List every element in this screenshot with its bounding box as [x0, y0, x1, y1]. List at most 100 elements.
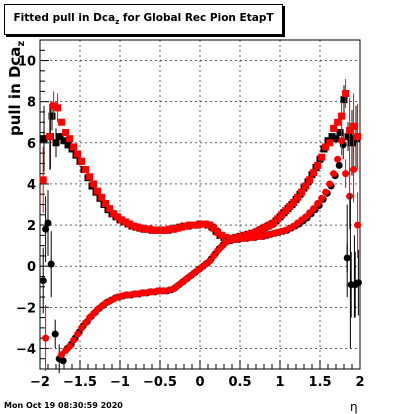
data-point-square [74, 150, 82, 158]
data-point-square [194, 221, 202, 229]
data-point-circle [210, 252, 218, 260]
data-point-square [70, 143, 78, 151]
data-point-square [338, 112, 346, 120]
y-tick-label: 6 [27, 137, 36, 152]
data-point-square [346, 126, 354, 134]
data-point-square [178, 223, 186, 231]
data-point-square [250, 229, 258, 237]
x-tick-label: 0.5 [228, 375, 251, 390]
x-tick-label: 0 [195, 375, 204, 390]
data-point-square [40, 135, 48, 143]
data-point-circle [44, 219, 52, 227]
data-point-circle [310, 205, 318, 213]
data-point-square [222, 233, 230, 241]
data-point-square [122, 218, 130, 226]
data-point-square [134, 223, 142, 231]
data-point-circle [350, 166, 358, 174]
data-point-square [282, 207, 290, 215]
data-point-square [336, 129, 344, 137]
data-point-square [82, 166, 90, 174]
y-tick-label: −2 [16, 301, 36, 316]
data-point-square [142, 225, 150, 233]
data-point-circle [74, 330, 82, 338]
data-point-square [254, 227, 262, 235]
data-point-square [39, 176, 47, 184]
data-point-square [186, 221, 194, 229]
data-point-square [302, 182, 310, 190]
y-tick-label: 10 [18, 55, 36, 70]
data-point-square [278, 211, 286, 219]
data-point-square [290, 198, 298, 206]
timestamp: Mon Oct 19 08:30:59 2020 [4, 401, 123, 410]
data-point-square [218, 231, 226, 239]
data-point-square [110, 210, 118, 218]
data-point-square [348, 139, 356, 147]
data-point-square [62, 129, 70, 137]
data-point-square [114, 213, 122, 221]
data-point-circle [59, 357, 67, 365]
data-point-square [334, 118, 342, 126]
data-point-square [294, 193, 302, 201]
data-point-square [174, 224, 182, 232]
data-point-circle [354, 221, 362, 229]
x-tick-label: −0.5 [143, 375, 177, 390]
data-marks [39, 79, 362, 374]
data-point-circle [334, 155, 342, 163]
data-point-circle [47, 260, 55, 268]
data-point-square [350, 122, 358, 130]
data-point-square [330, 124, 338, 132]
data-point-square [58, 118, 66, 126]
data-point-square [298, 188, 306, 196]
y-tick-label: 8 [27, 96, 36, 111]
data-point-square [190, 221, 198, 229]
data-point-square [94, 187, 102, 195]
data-point-circle [42, 334, 50, 342]
y-tick-label: 4 [27, 178, 36, 193]
data-point-circle [335, 161, 343, 169]
data-point-square [322, 143, 330, 151]
data-point-circle [318, 194, 326, 202]
data-point-square [126, 220, 134, 228]
data-point-square [64, 141, 72, 149]
data-point-square [102, 199, 110, 207]
x-tick-label: −1 [110, 375, 130, 390]
data-point-square [202, 220, 210, 228]
data-point-square [344, 133, 352, 141]
chart-title: Fitted pull in Dcaz for Global Rec Pion … [13, 12, 274, 27]
data-point-circle [82, 319, 90, 327]
data-point-square [90, 180, 98, 188]
x-axis-label: η [350, 400, 358, 414]
data-point-square [342, 89, 350, 97]
data-point-circle [338, 137, 346, 145]
data-point-square [52, 139, 60, 147]
data-point-square [332, 135, 340, 143]
data-point-circle [314, 199, 322, 207]
x-tick-label: 1.5 [308, 375, 331, 390]
data-point-square [354, 133, 362, 141]
data-point-circle [326, 180, 334, 188]
data-point-square [340, 96, 348, 104]
data-point-circle [42, 225, 50, 233]
y-tick-label: 0 [27, 260, 36, 275]
data-point-square [154, 226, 162, 234]
data-point-square [162, 226, 170, 234]
data-point-square [56, 133, 64, 141]
data-point-circle [330, 170, 338, 178]
y-tick-label: −4 [16, 342, 36, 357]
data-point-circle [206, 257, 214, 265]
data-point-square [50, 102, 58, 110]
data-point-square [314, 161, 322, 169]
y-axis-label: pull in Dcaz [6, 40, 27, 136]
data-point-square [182, 222, 190, 230]
data-point-square [166, 225, 174, 233]
data-point-circle [346, 192, 354, 200]
data-point-square [206, 221, 214, 229]
x-tick-label: 1 [275, 375, 284, 390]
data-point-circle [78, 324, 86, 332]
data-point-circle [354, 279, 362, 287]
data-point-circle [66, 342, 74, 350]
data-point-circle [51, 330, 59, 338]
data-point-square [60, 137, 68, 145]
data-point-square [306, 176, 314, 184]
